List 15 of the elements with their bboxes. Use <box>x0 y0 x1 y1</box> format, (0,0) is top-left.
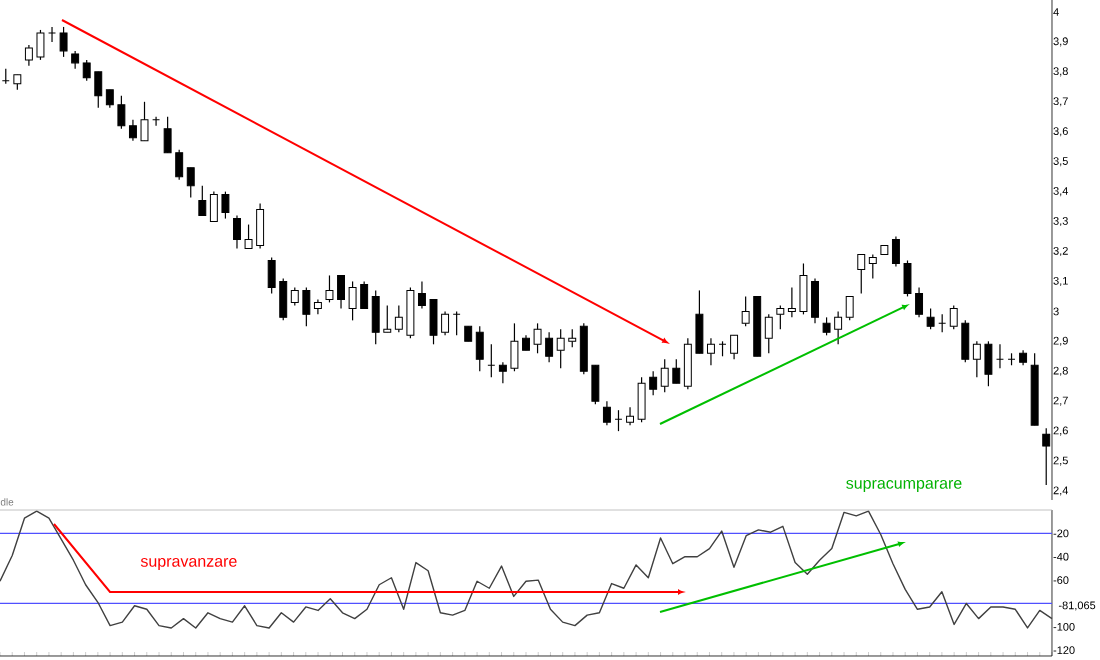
candlestick <box>602 400 611 426</box>
candlestick <box>475 325 484 372</box>
annotation: supravanzare <box>140 558 237 570</box>
line-series <box>0 510 1053 629</box>
candlestick <box>776 304 785 330</box>
candlestick <box>926 307 935 330</box>
candlestick <box>764 313 773 354</box>
annotation: supracumparare <box>846 480 962 492</box>
candlestick <box>186 167 195 199</box>
candlestick <box>868 253 877 280</box>
candlestick <box>730 334 739 360</box>
candlestick <box>857 253 866 295</box>
candlestick <box>59 26 68 58</box>
candlestick <box>198 185 207 217</box>
candlestick <box>845 295 854 321</box>
